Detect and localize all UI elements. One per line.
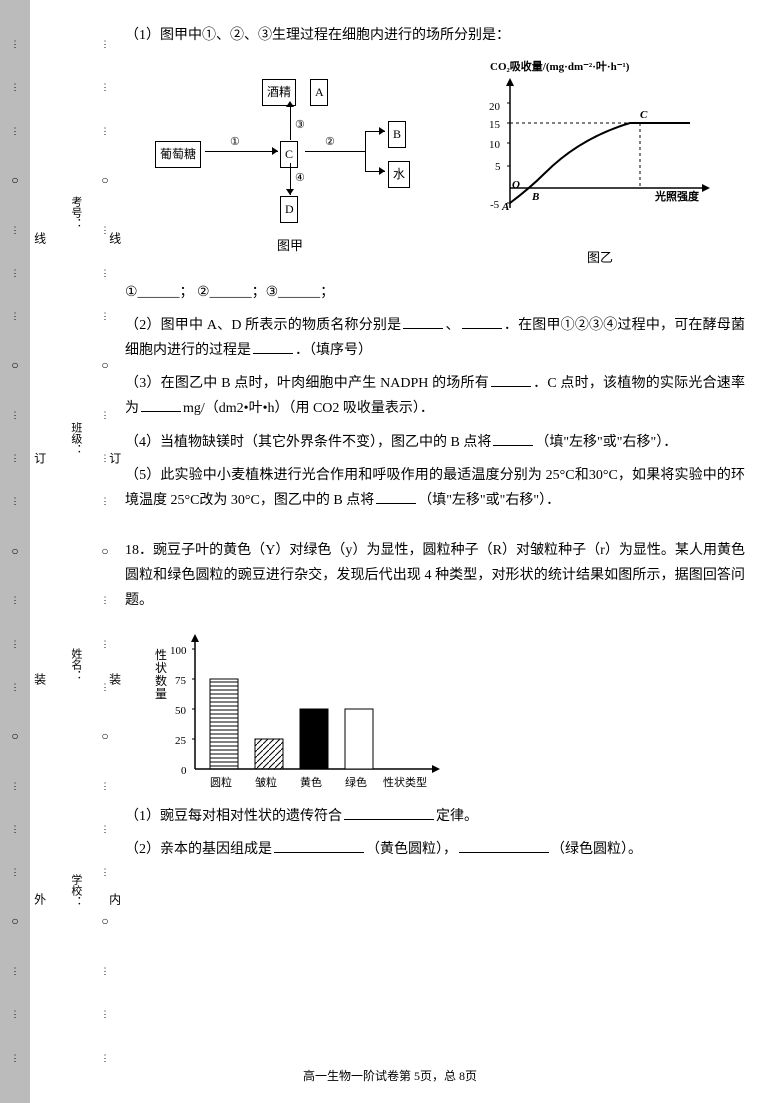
- circled-4: ④: [295, 169, 305, 189]
- p2a: （2）图甲中 A、D 所表示的物质名称分别是: [125, 318, 401, 333]
- label-nei: 内: [103, 893, 125, 905]
- caption-yi: 图乙: [480, 246, 720, 269]
- q18p2c: （绿色圆粒）。: [551, 842, 642, 857]
- label-ding-outer: 订: [28, 452, 50, 464]
- bx-3: 黄色: [300, 774, 322, 794]
- bx-4: 绿色: [345, 774, 367, 794]
- blank-q18-2a[interactable]: [274, 852, 364, 853]
- diagram-yi: CO₂吸收量/(mg·dm⁻²·叶·h⁻¹): [480, 58, 720, 238]
- pt-A: A: [502, 198, 509, 218]
- pt-C: C: [640, 106, 647, 126]
- circled-1: ①: [230, 133, 240, 153]
- arrowhead-1: [272, 147, 278, 155]
- by-50: 50: [175, 702, 186, 722]
- ytick-20: 20: [489, 98, 500, 118]
- by-25: 25: [175, 732, 186, 752]
- q17-p4: （4）当植物缺镁时（其它外界条件不变），图乙中的 B 点将 （填"左移"或"右移"…: [125, 430, 745, 455]
- blank-p2-3[interactable]: [253, 353, 293, 354]
- bar-svg: [155, 624, 455, 794]
- p3a: （3）在图乙中 B 点时，叶肉细胞中产生 NADPH 的场所有: [125, 376, 489, 391]
- caption-jia: 图甲: [150, 234, 430, 257]
- ytick-m5: -5: [490, 196, 499, 216]
- q17-p5: （5）此实验中小麦植株进行光合作用和呼吸作用的最适温度分别为 25°C和30°C…: [125, 463, 745, 513]
- q17-p3: （3）在图乙中 B 点时，叶肉细胞中产生 NADPH 的场所有．C 点时，该植物…: [125, 371, 745, 421]
- box-A: A: [310, 79, 328, 107]
- blank-p3-1[interactable]: [491, 386, 531, 387]
- ytick-15: 15: [489, 116, 500, 136]
- p4b: （填"左移"或"右移"）．: [535, 435, 677, 450]
- by-75: 75: [175, 672, 186, 692]
- q17-fillins: ①______； ②______；③______；: [125, 280, 745, 305]
- q18p2a: （2）亲本的基因组成是: [125, 842, 272, 857]
- field-banji: 班级：: [65, 422, 85, 455]
- field-xingming: 姓名：: [65, 648, 85, 681]
- q17-p1: （1）图甲中①、②、③生理过程在细胞内进行的场所分别是：: [125, 23, 745, 48]
- arrow-2: [305, 151, 365, 152]
- blank-p4[interactable]: [493, 445, 533, 446]
- main-content: （1）图甲中①、②、③生理过程在细胞内进行的场所分别是： 葡萄糖 酒精 A C …: [115, 15, 755, 870]
- arrowhead-3: [286, 101, 294, 107]
- q17-p2: （2）图甲中 A、D 所表示的物质名称分别是、．在图甲①②③④过程中，可在酵母菌…: [125, 313, 745, 363]
- circled-3: ③: [295, 116, 305, 136]
- by-0: 0: [181, 762, 187, 782]
- q18p1a: （1）豌豆每对相对性状的遗传符合: [125, 809, 342, 824]
- student-info-col: 考号： 班级： 姓名： 学校：: [60, 0, 90, 1103]
- blank-p2-2[interactable]: [462, 328, 502, 329]
- p2b: 、: [445, 318, 459, 333]
- blank-q18-1[interactable]: [344, 819, 434, 820]
- arrowhead-water: [379, 167, 385, 175]
- pt-B: B: [532, 188, 539, 208]
- bx-1: 圆粒: [210, 774, 232, 794]
- q18-intro: 18．豌豆子叶的黄色（Y）对绿色（y）为显性，圆粒种子（R）对皱粒种子（r）为显…: [125, 538, 745, 614]
- p4a: （4）当植物缺镁时（其它外界条件不变），图乙中的 B 点将: [125, 435, 491, 450]
- box-B: B: [388, 121, 406, 149]
- label-xian-outer: 线: [28, 232, 50, 244]
- bx-xlabel: 性状类型: [383, 774, 427, 794]
- arrowhead-4: [286, 189, 294, 195]
- p2d: ．（填序号）: [295, 343, 372, 358]
- arrowhead-b: [379, 127, 385, 135]
- bx-2: 皱粒: [255, 774, 277, 794]
- field-kaohao: 考号：: [65, 196, 85, 229]
- split-v: [365, 131, 366, 171]
- q18p2b: （黄色圆粒），: [366, 842, 457, 857]
- diagram-yi-wrapper: CO₂吸收量/(mg·dm⁻²·叶·h⁻¹): [480, 58, 720, 269]
- p3c: mg/（dm2•叶•h）（用 CO2 吸收量表示）．: [183, 401, 434, 416]
- pt-O: O: [512, 176, 520, 196]
- diagram-jia: 葡萄糖 酒精 A C B 水 D ① ② ③: [150, 71, 430, 231]
- binding-outer-col: ⋮⋮⋮ ○ ⋮⋮⋮ ○ ⋮⋮⋮ ○ ⋮⋮⋮ ○ ⋮⋮⋮ ○ ⋮⋮⋮: [0, 0, 30, 1103]
- box-D: D: [280, 196, 298, 224]
- q18-p2: （2）亲本的基因组成是 （黄色圆粒）， （绿色圆粒）。: [125, 837, 745, 862]
- outer-seam-labels: 线 订 装 外: [28, 0, 40, 1103]
- dots-outer: ⋮⋮⋮ ○ ⋮⋮⋮ ○ ⋮⋮⋮ ○ ⋮⋮⋮ ○ ⋮⋮⋮ ○ ⋮⋮⋮: [11, 0, 20, 1103]
- q18p1b: 定律。: [436, 809, 478, 824]
- p5b: （填"左移"或"右移"）．: [418, 493, 560, 508]
- inner-seam-labels: 线 订 装 内: [103, 0, 115, 1103]
- bar-chart: 性状数量 100 75: [155, 624, 455, 794]
- arrow-1: [205, 151, 278, 152]
- page-footer: 高一生物一阶试卷第 5页，总 8页: [0, 1066, 780, 1088]
- ytick-5: 5: [495, 158, 501, 178]
- label-zhuang-outer: 装: [28, 673, 50, 685]
- curve-svg: [480, 73, 720, 238]
- diagram-row: 葡萄糖 酒精 A C B 水 D ① ② ③: [125, 58, 745, 269]
- q18-p1: （1）豌豆每对相对性状的遗传符合 定律。: [125, 804, 745, 829]
- box-C: C: [280, 141, 298, 169]
- by-100: 100: [170, 642, 187, 662]
- diagram-jia-wrapper: 葡萄糖 酒精 A C B 水 D ① ② ③: [150, 71, 430, 257]
- box-water: 水: [388, 161, 410, 189]
- box-glucose: 葡萄糖: [155, 141, 201, 169]
- label-wai: 外: [28, 893, 50, 905]
- circled-2: ②: [325, 133, 335, 153]
- field-xuexiao: 学校：: [65, 874, 85, 907]
- arrow-3: [290, 104, 291, 140]
- blank-p5[interactable]: [376, 503, 416, 504]
- ytick-10: 10: [489, 136, 500, 156]
- blank-p3-2[interactable]: [141, 411, 181, 412]
- blank-q18-2b[interactable]: [459, 852, 549, 853]
- blank-p2-1[interactable]: [403, 328, 443, 329]
- curve-xlabel: 光照强度: [655, 188, 699, 208]
